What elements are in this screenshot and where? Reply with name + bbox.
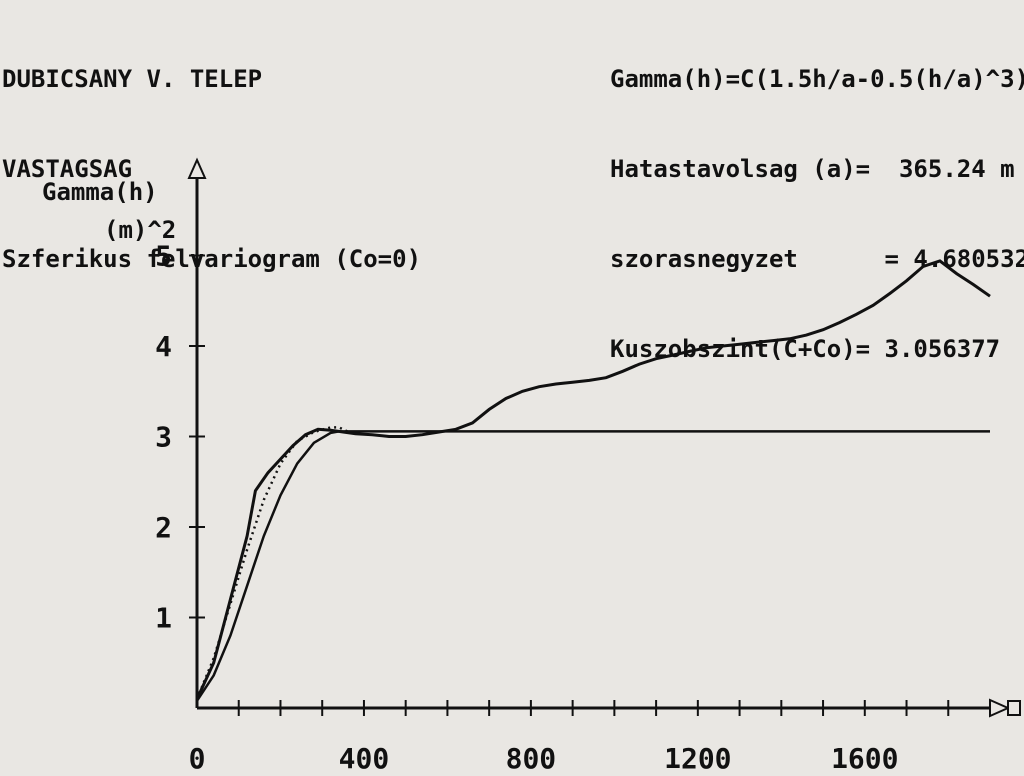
model-formula: Gamma(h)=C(1.5h/a-0.5(h/a)^3) (610, 65, 1024, 93)
variance-value: szorasnegyzet = 4.680532 (610, 245, 1024, 273)
y-tick-label: 5 (155, 240, 172, 273)
y-tick-label: 3 (155, 421, 172, 454)
header-right: Gamma(h)=C(1.5h/a-0.5(h/a)^3) Hatastavol… (610, 4, 1024, 394)
x-ticks: 0 400 800 1200 1600 (189, 700, 991, 775)
header-left: DUBICSANY V. TELEP VASTAGSAG Szferikus f… (2, 4, 421, 304)
y-axis-label-line-1: Gamma(h) (42, 178, 158, 206)
x-tick-label: 800 (506, 742, 557, 775)
x-tick-label: 0 (189, 742, 206, 775)
range-value: Hatastavolsag (a)= 365.24 m (610, 155, 1015, 183)
variable-name: VASTAGSAG (2, 155, 133, 183)
series-line-1 (195, 259, 991, 700)
series-line-2 (195, 430, 990, 702)
y-tick-label: 1 (155, 602, 172, 635)
x-tick-label: 1200 (664, 742, 731, 775)
y-axis-arrow (187, 157, 207, 179)
y-tick-label: 2 (155, 511, 172, 544)
y-axis-label: Gamma(h) (m)^2 (42, 178, 176, 244)
site-title: DUBICSANY V. TELEP (2, 65, 263, 93)
variogram-type: Szferikus felvariogram (Co=0) (2, 245, 422, 273)
x-axis-end-box (1007, 700, 1021, 716)
y-axis-label-line-2: (m)^2 (104, 216, 176, 244)
y-tick-label: 4 (155, 330, 172, 363)
x-tick-label: 400 (339, 742, 390, 775)
y-ticks: 1 2 3 4 5 (155, 240, 205, 635)
axes (187, 157, 1021, 718)
x-tick-label: 1600 (831, 742, 898, 775)
series-group (195, 259, 991, 702)
x-axis-arrow (989, 698, 1011, 718)
